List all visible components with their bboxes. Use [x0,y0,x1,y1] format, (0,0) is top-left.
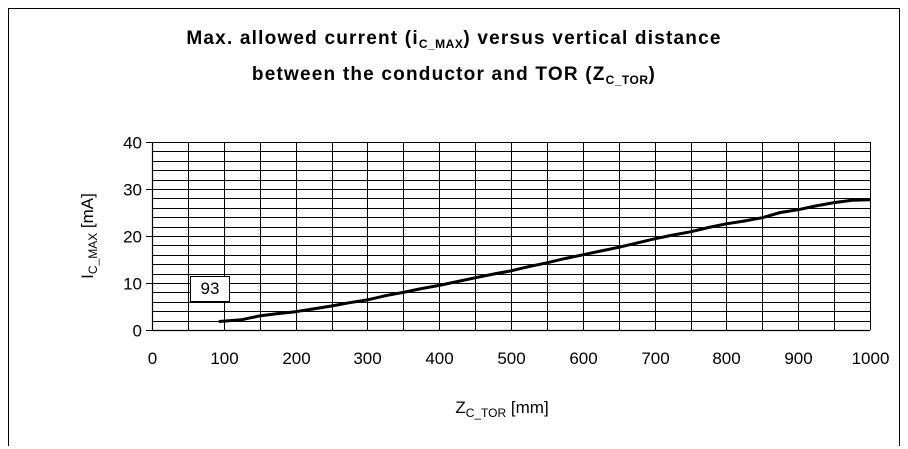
x-tick-label: 1000 [852,349,890,368]
y-tick-label: 10 [123,275,142,294]
y-tick-label: 30 [123,181,142,200]
series-line [218,198,871,323]
chart-title-line-2: between the conductor and TOR (ZC_TOR) [251,64,657,87]
series [218,198,871,323]
x-tick-label: 600 [569,349,597,368]
x-tick-label: 800 [712,349,740,368]
x-tick-label: 400 [425,349,453,368]
x-tick-label: 200 [282,349,310,368]
y-axis-label: IC_MAX [mA] [78,193,100,279]
y-tick-label: 20 [123,228,142,247]
y-tick-label: 40 [123,134,142,153]
chart-frame [8,8,900,446]
x-tick-label: 700 [641,349,669,368]
x-tick-label: 900 [784,349,812,368]
grid-lines [152,142,871,331]
y-tick-label: 0 [133,322,142,341]
axes [146,142,870,332]
x-tick-label: 500 [497,349,525,368]
x-tick-label: 0 [148,349,157,368]
x-tick-label: 100 [210,349,238,368]
annotation-label: 93 [190,276,230,302]
chart-title-line-1: Max. allowed current (iC_MAX) versus ver… [186,28,722,51]
x-axis-label: ZC_TOR [mm] [455,398,548,420]
x-tick-label: 300 [353,349,381,368]
